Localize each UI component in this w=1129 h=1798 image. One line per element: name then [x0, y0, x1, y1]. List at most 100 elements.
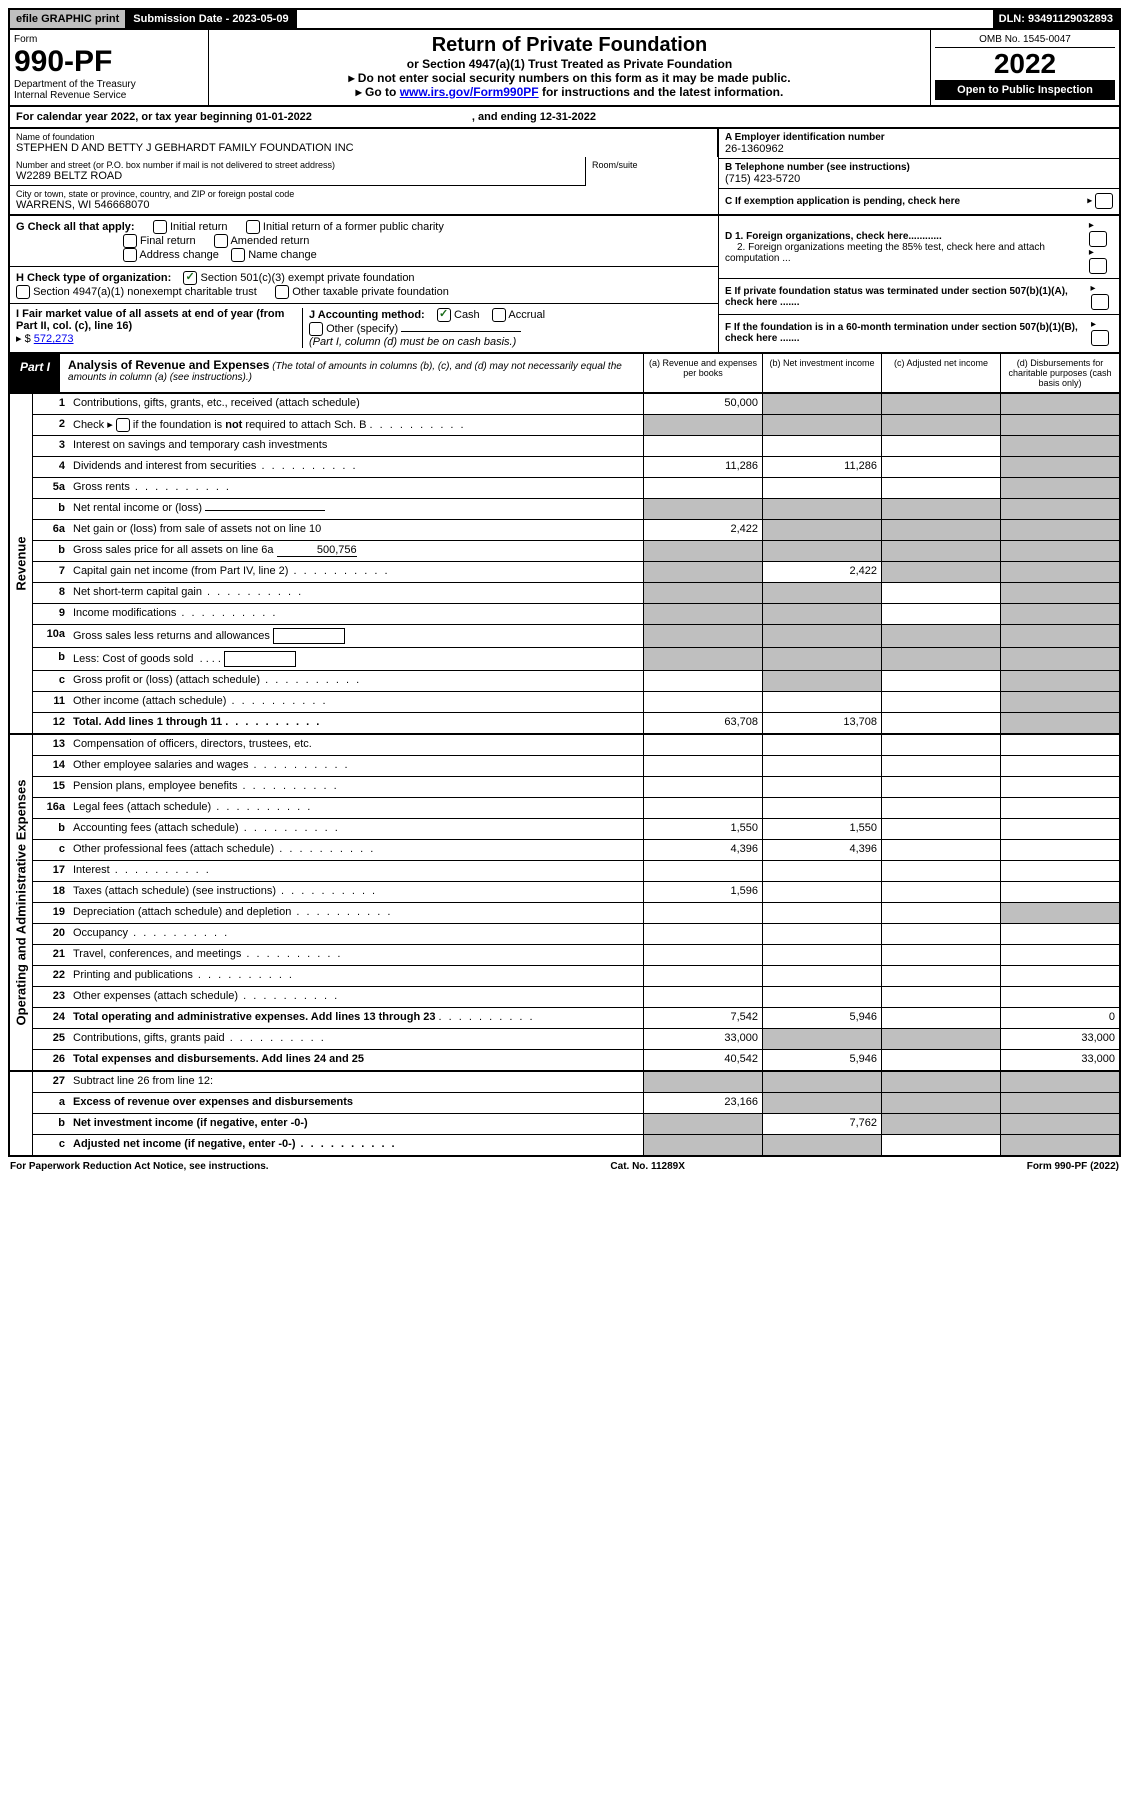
row-desc: Net investment income (if negative, ente… — [69, 1114, 643, 1134]
cell-c — [881, 1029, 1000, 1049]
cell-c — [881, 541, 1000, 561]
table-row: 26Total expenses and disbursements. Add … — [33, 1050, 1119, 1070]
table-row: 10aGross sales less returns and allowanc… — [33, 625, 1119, 648]
row-num: 3 — [33, 436, 69, 456]
cell-b — [762, 583, 881, 603]
g-o6: Name change — [248, 249, 317, 261]
cell-b — [762, 692, 881, 712]
footer-mid: Cat. No. 11289X — [610, 1161, 684, 1172]
cell-b — [762, 777, 881, 797]
cell-a — [643, 1135, 762, 1155]
note2-post: for instructions and the latest informat… — [539, 85, 784, 99]
cell-d — [1000, 735, 1119, 755]
j-label: J Accounting method: — [309, 309, 425, 321]
room-label: Room/suite — [592, 160, 712, 170]
cell-a: 7,542 — [643, 1008, 762, 1028]
row-desc: Gross sales price for all assets on line… — [69, 541, 643, 561]
cell-d — [1000, 648, 1119, 670]
f-checkbox[interactable] — [1091, 330, 1109, 346]
j-other-checkbox[interactable] — [309, 322, 323, 336]
j-accrual-checkbox[interactable] — [492, 308, 506, 322]
cell-c — [881, 499, 1000, 519]
table-row: 3Interest on savings and temporary cash … — [33, 436, 1119, 457]
g-initial-return-checkbox[interactable] — [153, 220, 167, 234]
i-value-link[interactable]: 572,273 — [34, 333, 74, 345]
cell-a: 40,542 — [643, 1050, 762, 1070]
row-num: a — [33, 1093, 69, 1113]
row-num: 24 — [33, 1008, 69, 1028]
table-row: bAccounting fees (attach schedule)1,5501… — [33, 819, 1119, 840]
cell-a — [643, 499, 762, 519]
efile-print-button[interactable]: efile GRAPHIC print — [10, 10, 127, 28]
cal-year-end: , and ending 12-31-2022 — [472, 111, 596, 123]
table-row: 19Depreciation (attach schedule) and dep… — [33, 903, 1119, 924]
row-num: 25 — [33, 1029, 69, 1049]
cell-c — [881, 945, 1000, 965]
ein-value: 26-1360962 — [725, 143, 1113, 155]
row-num: 2 — [33, 415, 69, 435]
row-num: b — [33, 1114, 69, 1134]
cell-c — [881, 713, 1000, 733]
address-label: Number and street (or P.O. box number if… — [16, 160, 579, 170]
h-o1: Section 501(c)(3) exempt private foundat… — [201, 272, 415, 284]
g-amended-return-checkbox[interactable] — [214, 234, 228, 248]
g-final-return-checkbox[interactable] — [123, 234, 137, 248]
g-o1: Initial return — [170, 221, 227, 233]
d2-checkbox[interactable] — [1089, 258, 1107, 274]
j-note: (Part I, column (d) must be on cash basi… — [309, 336, 516, 348]
h-other-taxable-checkbox[interactable] — [275, 285, 289, 299]
c-checkbox[interactable] — [1095, 193, 1113, 209]
ij-row: I Fair market value of all assets at end… — [10, 304, 718, 352]
name-of-foundation-label: Name of foundation — [16, 132, 711, 142]
row-num: 19 — [33, 903, 69, 923]
cell-b: 5,946 — [762, 1050, 881, 1070]
cell-b — [762, 987, 881, 1007]
table-row: 12Total. Add lines 1 through 11 63,70813… — [33, 713, 1119, 733]
g-former-public-checkbox[interactable] — [246, 220, 260, 234]
j-cash-checkbox[interactable] — [437, 308, 451, 322]
table-row: 2Check ▸ if the foundation is not requir… — [33, 415, 1119, 436]
part1-tab: Part I — [10, 354, 60, 392]
e-checkbox[interactable] — [1091, 294, 1109, 310]
row-desc: Taxes (attach schedule) (see instruction… — [69, 882, 643, 902]
row-num: 14 — [33, 756, 69, 776]
row-desc: Subtract line 26 from line 12: — [69, 1072, 643, 1092]
cell-d — [1000, 756, 1119, 776]
cell-a — [643, 777, 762, 797]
row-desc-text: Gross sales less returns and allowances — [73, 630, 270, 642]
cell-a — [643, 798, 762, 818]
g-address-change-checkbox[interactable] — [123, 248, 137, 262]
cell-a — [643, 987, 762, 1007]
info-left: Name of foundation STEPHEN D AND BETTY J… — [10, 129, 718, 214]
schedule-b-checkbox[interactable] — [116, 418, 130, 432]
cell-b — [762, 436, 881, 456]
j-accrual: Accrual — [508, 309, 545, 321]
g-name-change-checkbox[interactable] — [231, 248, 245, 262]
row-desc: Check ▸ if the foundation is not require… — [69, 415, 643, 435]
expenses-side-text: Operating and Administrative Expenses — [14, 780, 29, 1026]
line27-table: 27Subtract line 26 from line 12: aExcess… — [8, 1072, 1121, 1157]
cell-a — [643, 604, 762, 624]
cell-c — [881, 924, 1000, 944]
cell-d — [1000, 819, 1119, 839]
cell-a — [643, 562, 762, 582]
cell-c — [881, 903, 1000, 923]
cell-b: 5,946 — [762, 1008, 881, 1028]
form990pf-link[interactable]: www.irs.gov/Form990PF — [400, 85, 539, 99]
cell-d — [1000, 798, 1119, 818]
row-desc: Contributions, gifts, grants paid — [69, 1029, 643, 1049]
table-row: 24Total operating and administrative exp… — [33, 1008, 1119, 1029]
cell-a — [643, 1114, 762, 1134]
h-501c3-checkbox[interactable] — [183, 271, 197, 285]
row-desc: Occupancy — [69, 924, 643, 944]
d1-checkbox[interactable] — [1089, 231, 1107, 247]
row-desc: Gross profit or (loss) (attach schedule) — [69, 671, 643, 691]
cell-d — [1000, 562, 1119, 582]
h-4947-checkbox[interactable] — [16, 285, 30, 299]
cell-d — [1000, 520, 1119, 540]
revenue-side-label: Revenue — [10, 394, 33, 733]
cell-c — [881, 436, 1000, 456]
row-desc: Interest on savings and temporary cash i… — [69, 436, 643, 456]
cell-d — [1000, 436, 1119, 456]
cell-d — [1000, 604, 1119, 624]
